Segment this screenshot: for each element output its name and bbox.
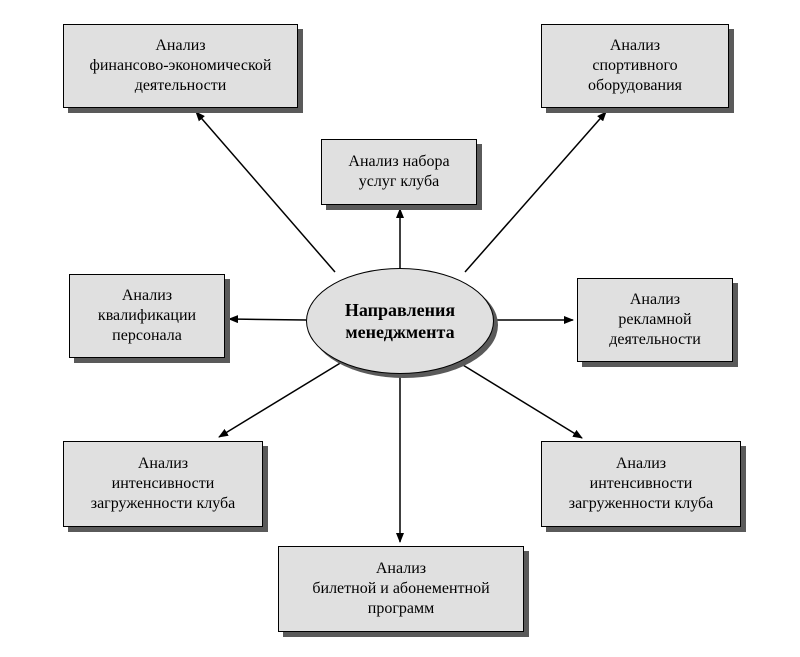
diagram-canvas: Направленияменеджмента Анализфинансово-э… bbox=[0, 0, 800, 657]
node-staff-label: Анализквалификацииперсонала bbox=[98, 286, 196, 346]
node-load-right-label: Анализинтенсивностизагруженности клуба bbox=[569, 454, 713, 514]
node-load-right: Анализинтенсивностизагруженности клуба bbox=[541, 441, 741, 527]
node-advertising-label: Анализрекламнойдеятельности bbox=[609, 290, 701, 350]
node-financial-label: Анализфинансово-экономическойдеятельност… bbox=[90, 36, 272, 96]
node-tickets: Анализбилетной и абонементнойпрограмм bbox=[278, 546, 524, 632]
node-equipment-label: Анализспортивногооборудования bbox=[588, 36, 682, 96]
center-label: Направленияменеджмента bbox=[345, 299, 455, 344]
node-equipment: Анализспортивногооборудования bbox=[541, 24, 729, 108]
node-load-left-label: Анализинтенсивностизагруженности клуба bbox=[91, 454, 235, 514]
node-advertising: Анализрекламнойдеятельности bbox=[577, 278, 733, 362]
node-staff: Анализквалификацииперсонала bbox=[69, 274, 225, 358]
node-services: Анализ наборауслуг клуба bbox=[321, 139, 477, 205]
center-node: Направленияменеджмента bbox=[306, 268, 494, 374]
node-services-label: Анализ наборауслуг клуба bbox=[348, 152, 449, 192]
node-load-left: Анализинтенсивностизагруженности клуба bbox=[63, 441, 263, 527]
node-tickets-label: Анализбилетной и абонементнойпрограмм bbox=[312, 559, 489, 619]
node-financial: Анализфинансово-экономическойдеятельност… bbox=[63, 24, 298, 108]
